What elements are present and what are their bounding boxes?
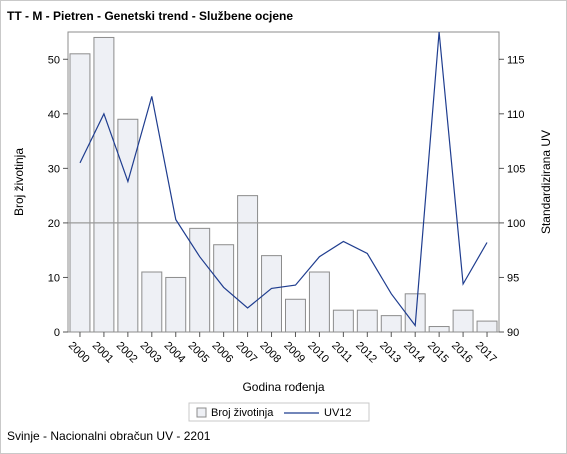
bar-2009 (285, 298, 306, 333)
y-tick-label-20: 20 (48, 218, 60, 230)
x-tick-label-2014: 2014 (401, 340, 427, 366)
bar-2016 (452, 309, 474, 333)
bar-2015 (428, 326, 450, 333)
y-tick-label-30: 30 (48, 163, 60, 175)
x-tick-label-2011: 2011 (329, 340, 354, 365)
plot-area (67, 31, 500, 333)
x-tick-label-2004: 2004 (162, 340, 188, 366)
y2-tick-label-100: 100 (507, 218, 525, 230)
y-tick-label-40: 40 (48, 109, 60, 121)
legend-label-line: UV12 (324, 407, 352, 419)
bar-2010 (308, 271, 330, 333)
x-tick-label-2006: 2006 (210, 340, 236, 366)
y2-tick-label-115: 115 (507, 54, 525, 66)
y-tick-label-0: 0 (54, 327, 60, 339)
bar-2013 (380, 315, 402, 333)
x-tick-label-2008: 2008 (257, 340, 283, 366)
y2-axis-title: Standardizirana UV (539, 130, 553, 234)
x-tick-label-2003: 2003 (138, 340, 164, 366)
y2-tick-label-105: 105 (507, 163, 525, 175)
y2-tick-label-110: 110 (507, 109, 525, 121)
bar-2012 (356, 309, 378, 333)
footnote: Svinje - Nacionalni obračun UV - 2201 (7, 429, 211, 443)
legend-label-bars: Broj životinja (211, 407, 274, 419)
y2-tick-label-95: 95 (507, 272, 519, 284)
y2-tick-label-90: 90 (507, 327, 519, 339)
x-tick-label-2000: 2000 (66, 340, 92, 366)
chart-title: TT - M - Pietren - Genetski trend - Služ… (7, 9, 294, 23)
bar-2005 (189, 227, 211, 333)
x-tick-label-2012: 2012 (353, 340, 379, 366)
bar-2007 (237, 195, 259, 333)
bar-2000 (69, 53, 91, 333)
legend-box (188, 402, 370, 422)
x-axis-title: Godina rođenja (242, 380, 324, 394)
x-tick-label-2009: 2009 (281, 340, 307, 366)
series-line-uv12 (79, 31, 488, 328)
x-tick-label-2005: 2005 (186, 340, 212, 366)
x-tick-label-2010: 2010 (305, 340, 331, 366)
x-tick-label-2017: 2017 (473, 340, 499, 366)
y-axis-title: Broj životinja (12, 148, 26, 216)
bar-2002 (117, 118, 139, 333)
x-tick-label-2001: 2001 (90, 340, 116, 366)
x-tick-label-2016: 2016 (449, 340, 475, 366)
x-tick-label-2002: 2002 (114, 340, 140, 366)
bar-2011 (332, 309, 354, 333)
bar-2006 (213, 244, 235, 333)
legend-swatch-bars (196, 407, 207, 418)
x-tick-label-2007: 2007 (233, 340, 259, 366)
x-tick-label-2015: 2015 (425, 340, 451, 366)
bar-2003 (141, 271, 163, 333)
bar-2017 (476, 320, 498, 333)
bar-2001 (93, 36, 115, 333)
y-tick-label-50: 50 (48, 54, 60, 66)
bar-2004 (165, 276, 187, 333)
y-tick-label-10: 10 (48, 272, 60, 284)
x-tick-label-2013: 2013 (377, 340, 403, 366)
